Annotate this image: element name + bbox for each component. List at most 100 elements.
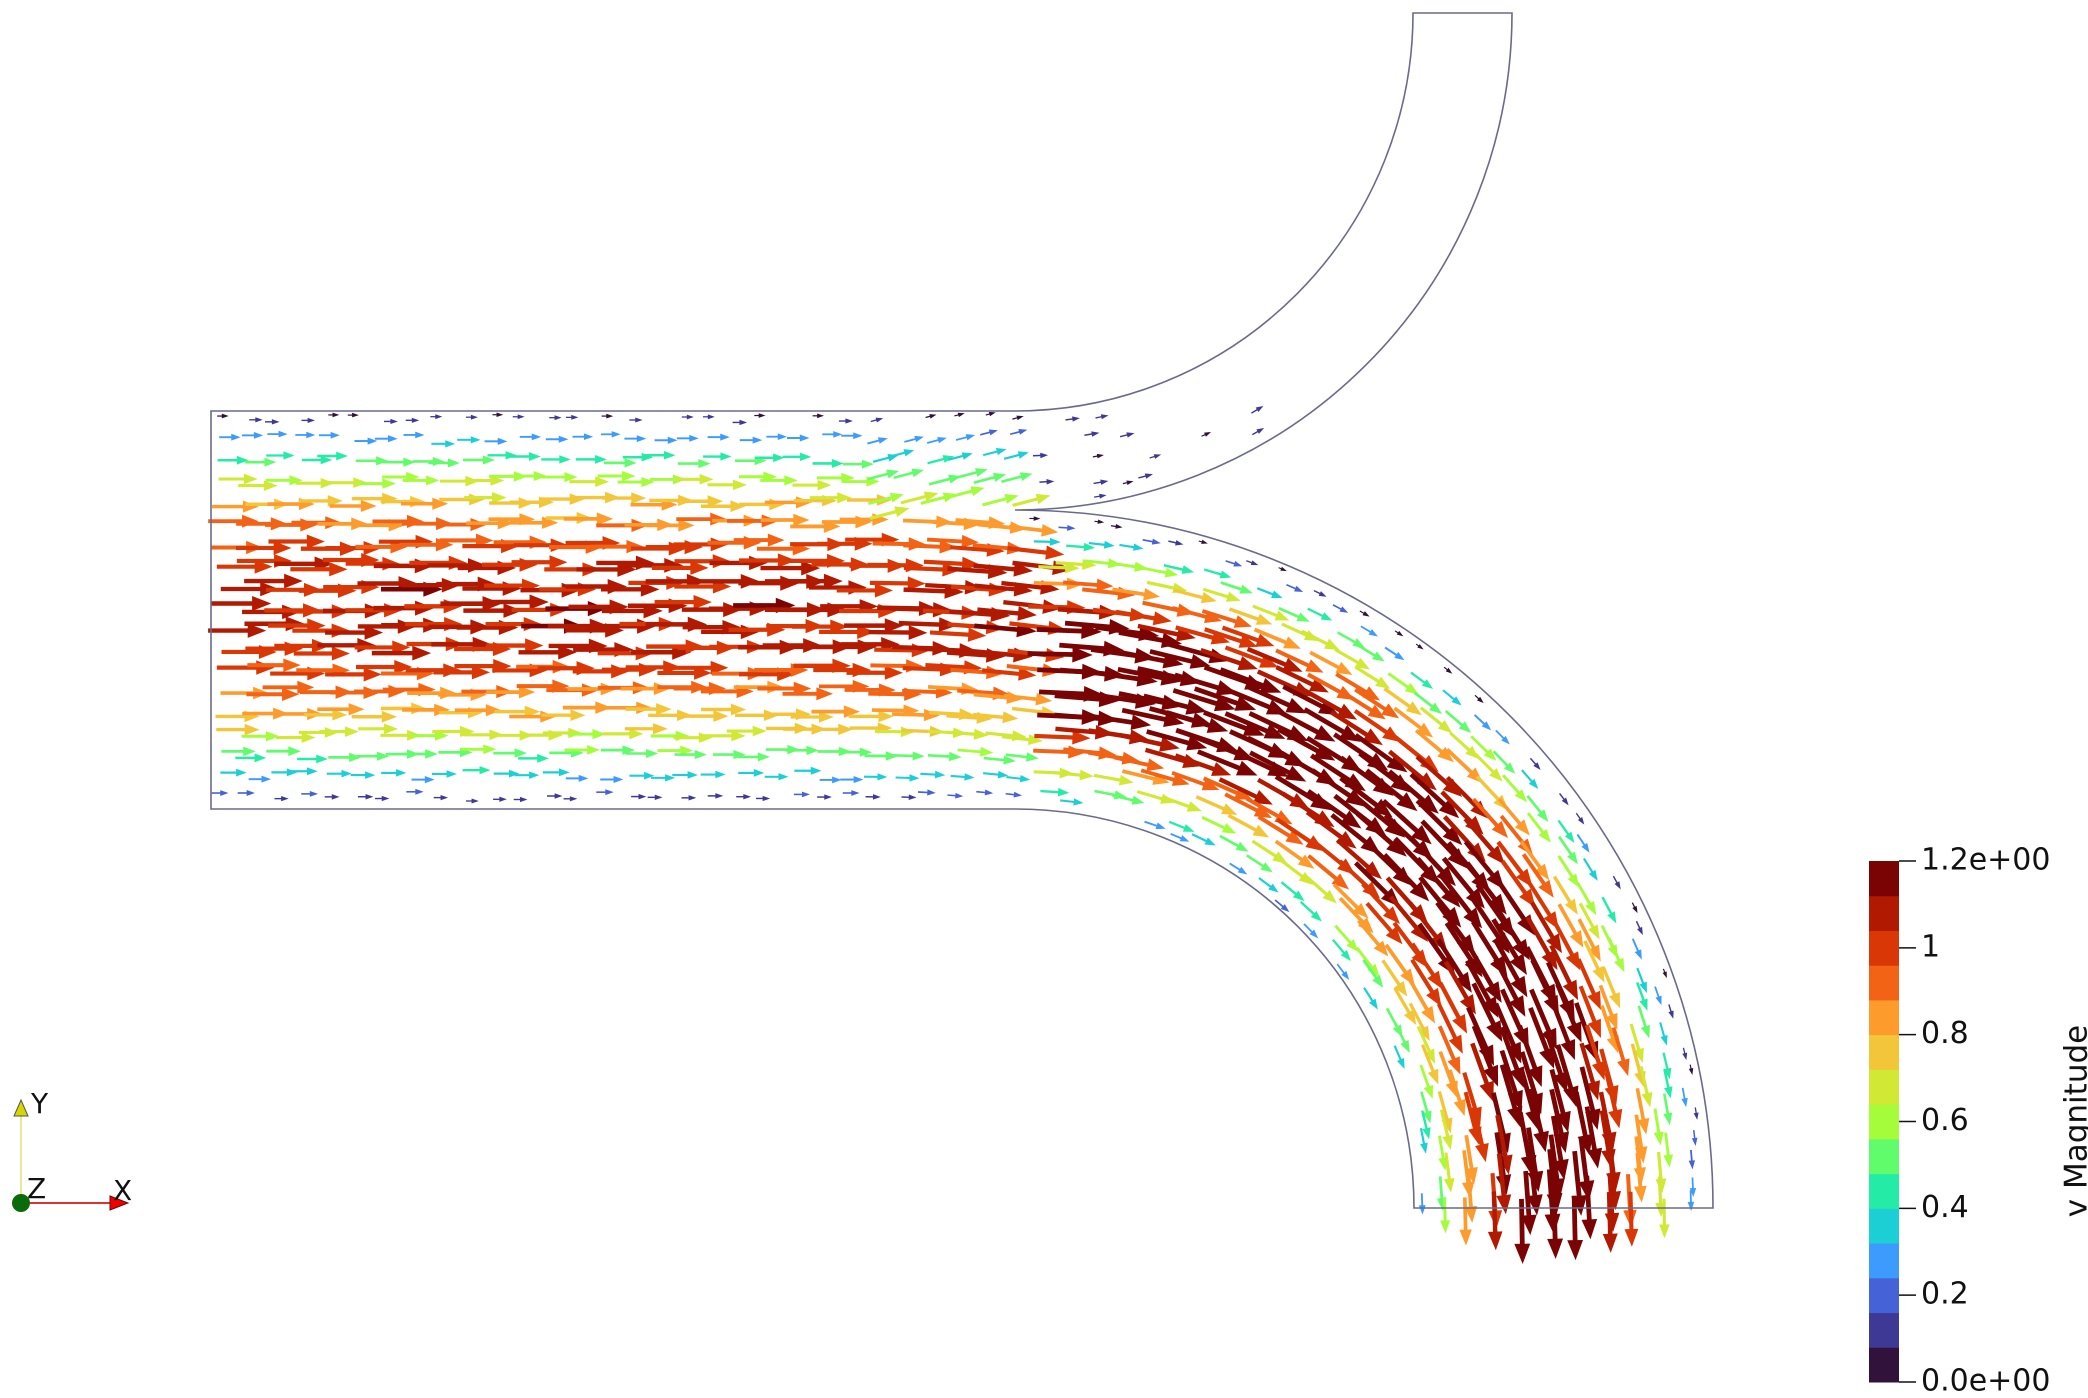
vector-arrow	[1246, 854, 1273, 873]
arrow-shaft	[1388, 895, 1421, 932]
vector-arrow	[1005, 791, 1022, 798]
arrow-shaft	[1499, 1064, 1519, 1113]
vector-arrow	[712, 750, 746, 760]
arrow-shaft	[1527, 882, 1554, 919]
vector-arrow	[651, 774, 676, 782]
arrow-head	[656, 703, 672, 716]
vector-arrow	[218, 473, 258, 485]
vector-arrow	[572, 433, 594, 441]
arrow-head	[1641, 1092, 1653, 1108]
arrow-shaft	[1117, 666, 1167, 681]
arrow-shaft	[1224, 645, 1266, 665]
arrow-shaft	[1221, 625, 1262, 644]
arrow-shaft	[947, 566, 993, 575]
arrow-head	[1028, 734, 1043, 746]
arrow-shaft	[1363, 987, 1375, 1004]
arrow-shaft	[929, 710, 963, 717]
vector-arrow	[235, 753, 267, 763]
vector-arrow	[1420, 1044, 1439, 1085]
arrow-head	[265, 731, 280, 742]
arrow-head	[278, 430, 288, 438]
arrow-shaft	[1175, 625, 1217, 641]
arrow-head	[1384, 818, 1406, 838]
arrow-head	[243, 746, 256, 757]
vector-arrow	[404, 599, 463, 614]
vector-arrow	[870, 417, 884, 423]
arrow-head	[1693, 1112, 1699, 1120]
arrow-head	[1072, 646, 1093, 663]
arrow-head	[273, 540, 292, 555]
arrow-head	[244, 723, 260, 736]
vector-arrow	[1227, 813, 1270, 838]
vector-arrow	[463, 455, 495, 465]
vector-arrow	[1409, 836, 1456, 887]
vector-arrow	[219, 433, 241, 441]
arrow-head	[1403, 1009, 1417, 1025]
arrow-shaft	[1631, 938, 1640, 953]
vector-arrow	[221, 746, 256, 757]
arrow-shaft	[1034, 733, 1077, 740]
color-band	[1869, 1208, 1899, 1244]
arrow-head	[231, 433, 241, 441]
arrow-head	[1018, 428, 1028, 435]
vector-arrow	[457, 436, 481, 444]
vector-arrow	[603, 728, 644, 740]
arrow-head	[1237, 866, 1248, 875]
vector-arrow	[375, 795, 390, 802]
vector-arrow	[1340, 689, 1386, 720]
arrow-head	[1567, 851, 1578, 865]
vector-arrow	[1191, 833, 1216, 846]
arrow-head	[800, 452, 812, 461]
arrow-head	[929, 414, 937, 419]
vector-arrow	[1567, 1195, 1584, 1261]
arrow-shaft	[1576, 958, 1598, 998]
vector-arrow	[1084, 431, 1100, 437]
arrow-head	[885, 751, 899, 761]
arrow-head	[1394, 981, 1408, 997]
arrow-shaft	[1011, 706, 1046, 715]
vector-arrow	[245, 457, 277, 467]
arrow-head	[937, 436, 947, 444]
vector-arrow	[371, 645, 432, 661]
vector-arrow	[846, 665, 903, 680]
arrow-shaft	[1119, 543, 1136, 549]
vector-arrow	[1356, 643, 1385, 662]
vector-arrow	[760, 513, 810, 527]
arrow-head	[432, 456, 445, 466]
arrow-head	[1256, 427, 1265, 434]
arrow-head	[364, 625, 384, 640]
arrow-head	[1221, 823, 1237, 834]
arrow-shaft	[1548, 1134, 1560, 1184]
arrow-shaft	[1330, 813, 1370, 847]
arrow-head	[857, 639, 877, 655]
vector-arrow	[465, 798, 479, 804]
vector-arrow	[541, 709, 586, 721]
arrow-shaft	[1006, 776, 1023, 780]
arrow-head	[1237, 656, 1258, 671]
arrow-shaft	[950, 774, 967, 779]
vector-arrow	[1415, 755, 1463, 797]
arrow-shaft	[1388, 749, 1427, 783]
arrow-shaft	[867, 562, 910, 568]
vector-arrow	[411, 776, 435, 784]
vector-arrow	[704, 730, 746, 742]
arrow-head	[288, 746, 301, 756]
vector-arrow	[1332, 883, 1369, 919]
vector-arrow	[295, 431, 316, 439]
arrow-head	[403, 457, 416, 467]
arrow-head	[801, 560, 821, 576]
vector-arrow	[1557, 855, 1580, 888]
arrow-head	[665, 774, 676, 782]
arrow-head	[1186, 735, 1208, 751]
arrow-head	[1099, 493, 1107, 499]
vector-arrow	[677, 459, 711, 469]
arrow-shaft	[1384, 943, 1409, 976]
arrow-shaft	[1170, 833, 1183, 840]
arrow-shaft	[1493, 957, 1521, 1004]
arrow-shaft	[1062, 580, 1101, 588]
vector-arrow	[1198, 539, 1208, 544]
arrow-head	[1624, 1228, 1639, 1247]
arrow-head	[961, 556, 981, 571]
arrow-shaft	[1474, 752, 1496, 775]
arrow-head	[289, 475, 303, 486]
